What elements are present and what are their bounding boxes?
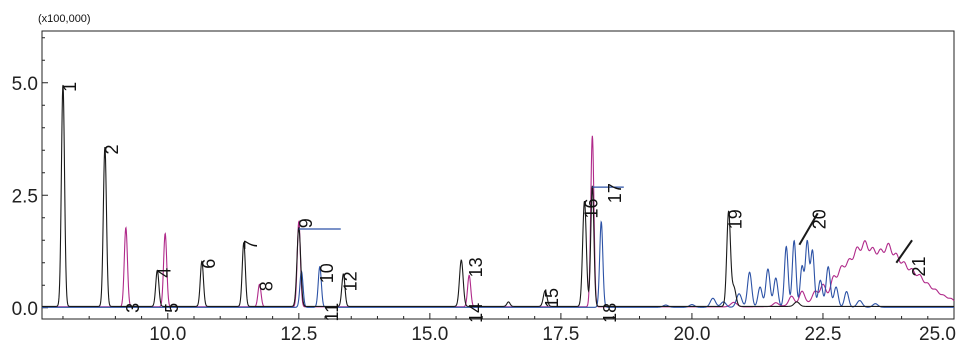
peak-label: 13 <box>466 257 486 277</box>
peak-label: 15 <box>542 288 562 308</box>
x-tick-label: 17.5 <box>542 324 579 342</box>
peak-markers <box>298 186 913 264</box>
peak-label: 19 <box>726 209 746 229</box>
peak-marker <box>895 239 913 264</box>
trace-blue <box>42 220 954 308</box>
peak-label: 7 <box>241 240 261 250</box>
peak-label: 16 <box>581 198 601 218</box>
peak-label: 3 <box>123 303 143 313</box>
peak-label: 14 <box>466 303 486 323</box>
peak-label: 11 <box>322 303 342 322</box>
peak-label: 5 <box>162 303 182 313</box>
peak-label: 4 <box>154 268 174 278</box>
peak-label: 8 <box>257 281 277 291</box>
plot-frame <box>41 30 955 320</box>
peak-label: 1 <box>60 82 80 92</box>
x-tick-label: 20.0 <box>673 324 710 342</box>
x-tick-label: 25.0 <box>919 324 956 342</box>
peak-label: 6 <box>199 259 219 269</box>
y-tick-label: 0.0 <box>12 299 38 320</box>
y-tick-label: 5.0 <box>12 74 38 95</box>
peak-label: 17 <box>605 183 625 203</box>
y-tick-label: 2.5 <box>12 186 38 207</box>
x-tick-label: 22.5 <box>804 324 841 342</box>
x-axis: 10.0 12.5 15.0 17.5 20.0 22.5 25.0 <box>62 313 956 342</box>
y-axis: 0.0 2.5 5.0 <box>12 37 48 320</box>
trace-black <box>42 84 954 307</box>
peak-marker <box>798 212 819 246</box>
x-tick-label: 12.5 <box>280 324 317 342</box>
peak-label: 10 <box>317 263 337 283</box>
chromatogram-traces <box>42 84 955 308</box>
peak-label: 9 <box>296 218 316 228</box>
x-tick-label: 15.0 <box>411 324 448 342</box>
x-tick-label: 10.0 <box>149 324 186 342</box>
peak-label: 21 <box>909 257 929 277</box>
peak-label: 2 <box>102 144 122 154</box>
peak-label: 20 <box>809 209 829 229</box>
y-scale-note: (x100,000) <box>38 13 91 25</box>
peak-label: 12 <box>340 271 360 291</box>
peak-label: 18 <box>600 303 620 323</box>
